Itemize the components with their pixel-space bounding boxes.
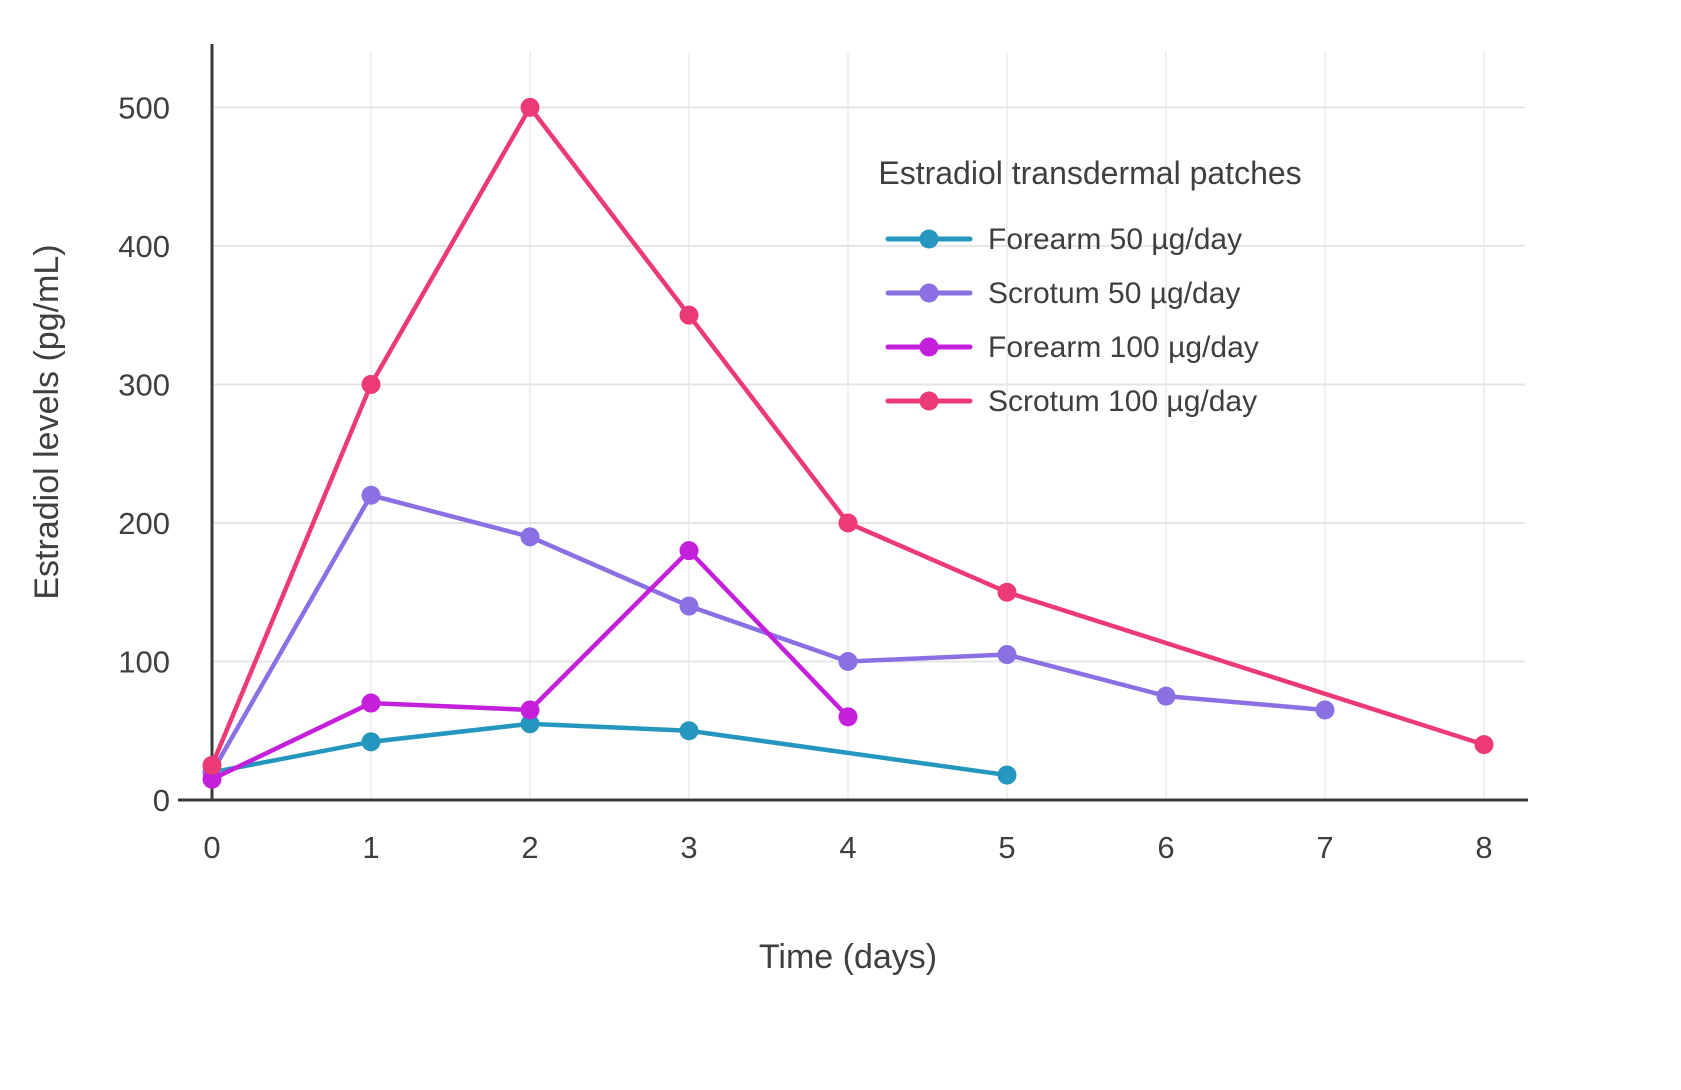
- data-point: [361, 732, 381, 752]
- series-line: [209, 721, 1010, 778]
- x-tick-label: 0: [203, 830, 220, 865]
- y-tick-label: 500: [118, 90, 170, 125]
- data-point: [520, 700, 540, 720]
- legend-title: Estradiol transdermal patches: [878, 155, 1301, 191]
- legend-marker-dot: [919, 229, 939, 249]
- legend: Estradiol transdermal patches Forearm 50 …: [878, 155, 1301, 418]
- data-point: [997, 645, 1017, 665]
- legend-item[interactable]: Scrotum 100 µg/day: [885, 385, 1257, 418]
- data-point: [838, 651, 858, 671]
- y-tick-label: 200: [118, 506, 170, 541]
- y-axis-title: Estradiol levels (pg/mL): [28, 244, 66, 599]
- data-point: [520, 97, 540, 117]
- legend-item[interactable]: Forearm 100 µg/day: [885, 331, 1259, 364]
- legend-marker-dot: [919, 337, 939, 357]
- x-tick-label: 4: [839, 830, 856, 865]
- data-point: [1315, 700, 1335, 720]
- data-point: [679, 596, 699, 616]
- data-point: [997, 582, 1017, 602]
- y-tick-label: 100: [118, 644, 170, 679]
- data-point: [1156, 686, 1176, 706]
- y-tick-label: 300: [118, 367, 170, 402]
- x-tick-label: 5: [998, 830, 1015, 865]
- x-tick-label: 7: [1316, 830, 1333, 865]
- data-point: [997, 765, 1017, 785]
- y-tick-label: 0: [153, 783, 170, 818]
- x-tick-label: 3: [680, 830, 697, 865]
- data-point: [202, 769, 222, 789]
- x-tick-label: 8: [1475, 830, 1492, 865]
- legend-item[interactable]: Forearm 50 µg/day: [885, 223, 1242, 256]
- legend-marker-dot: [919, 391, 939, 411]
- data-point: [361, 693, 381, 713]
- y-tick-label: 400: [118, 229, 170, 264]
- x-tick-label: 1: [362, 830, 379, 865]
- data-point: [838, 513, 858, 533]
- x-tick-label: 6: [1157, 830, 1174, 865]
- data-point: [361, 374, 381, 394]
- x-axis-title: Time (days): [759, 938, 937, 976]
- data-point: [679, 721, 699, 741]
- series-Scrotum 100 µg/day: [202, 97, 1494, 775]
- data-point: [361, 485, 381, 505]
- legend-label: Forearm 50 µg/day: [988, 223, 1242, 256]
- legend-label: Scrotum 50 µg/day: [988, 277, 1240, 310]
- data-point: [1474, 735, 1494, 755]
- x-tick-label: 2: [521, 830, 538, 865]
- legend-label: Scrotum 100 µg/day: [988, 385, 1257, 418]
- data-point: [679, 305, 699, 325]
- data-point: [202, 755, 222, 775]
- data-point: [520, 714, 540, 734]
- data-point: [679, 541, 699, 561]
- legend-marker-dot: [919, 283, 939, 303]
- data-point: [838, 707, 858, 727]
- legend-item[interactable]: Scrotum 50 µg/day: [885, 277, 1240, 310]
- legend-label: Forearm 100 µg/day: [988, 331, 1259, 364]
- data-point: [520, 527, 540, 547]
- series-Forearm 100 µg/day: [202, 541, 858, 789]
